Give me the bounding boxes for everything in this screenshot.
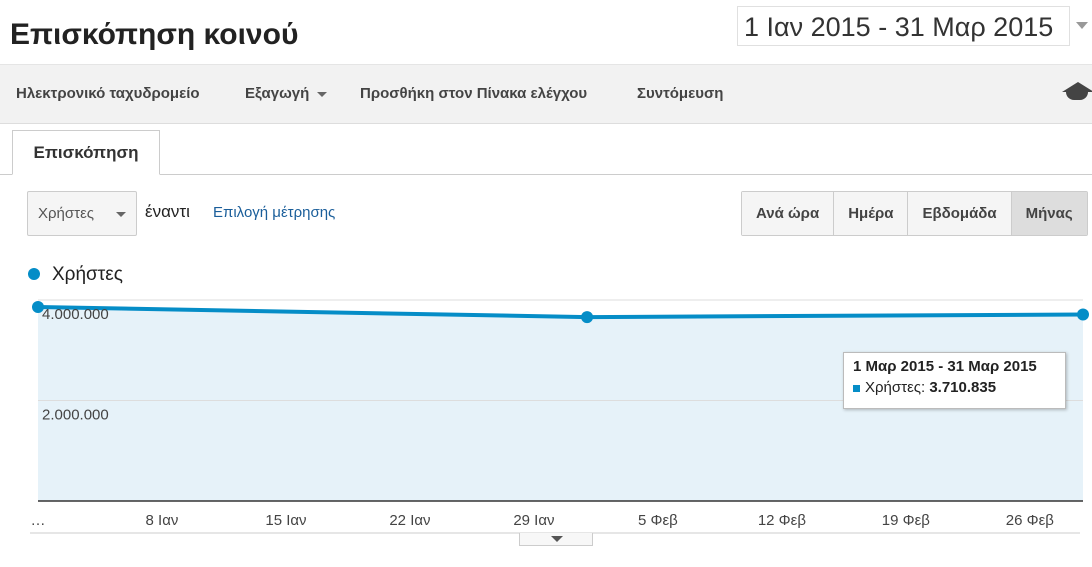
toolbar-item[interactable]: Ηλεκτρονικό ταχυδρομείο — [16, 85, 200, 102]
x-tick-label: 26 Φεβ — [1006, 512, 1055, 529]
x-tick-label: 19 Φεβ — [882, 512, 931, 529]
expand-arrow — [551, 536, 563, 542]
x-tick-label: 5 Φεβ — [638, 512, 678, 529]
toolbar: Ηλεκτρονικό ταχυδρομείο Εξαγωγή Προσθήκη… — [0, 64, 1092, 124]
period-buttons: Ανά ώρα Ημέρα Εβδομάδα Μήνας — [741, 191, 1088, 236]
help-icon-base — [1066, 92, 1088, 100]
toolbar-item-label: Εξαγωγή — [245, 85, 310, 102]
x-tick-label: 12 Φεβ — [758, 512, 807, 529]
x-tick-label: 29 Ιαν — [513, 512, 554, 529]
versus-text: έναντι — [145, 202, 190, 221]
caret — [116, 212, 126, 217]
toolbar-item[interactable]: Εξαγωγή — [245, 85, 328, 102]
tooltip: 1 Μαρ 2015 - 31 Μαρ 2015 Χρήστες: 3.710.… — [843, 352, 1066, 409]
chart: Χρήστες 2.000.000 4.000.000 … 8 Ιαν 15 Ιαν 22 … — [28, 264, 1089, 534]
date-range-arrow[interactable] — [1076, 22, 1088, 29]
expand-handle[interactable] — [519, 533, 593, 546]
choose-metric-link[interactable]: Επιλογή μέτρησης — [213, 204, 336, 221]
point — [32, 301, 44, 314]
help-icon[interactable] — [1062, 82, 1092, 92]
period-button[interactable]: Μήνας — [1010, 192, 1087, 235]
x-tick-label: 8 Ιαν — [146, 512, 179, 529]
tooltip-swatch — [853, 384, 860, 392]
toolbar-item[interactable]: Προσθήκη στον Πίνακα ελέγχου — [360, 85, 588, 102]
legend-label: Χρήστες — [52, 264, 123, 285]
date-range[interactable]: 1 Ιαν 2015 - 31 Μαρ 2015 — [737, 6, 1070, 46]
legend-marker — [28, 268, 40, 280]
tooltip-value: 3.710.835 — [929, 379, 997, 396]
tab-line — [0, 174, 1092, 175]
y-tick-label: 2.000.000 — [42, 407, 109, 424]
period-button[interactable]: Ημέρα — [833, 192, 908, 235]
point — [1077, 308, 1089, 321]
toolbar-item[interactable]: Συντόμευση — [637, 85, 724, 102]
y-tick-label: 4.000.000 — [42, 306, 109, 323]
x-tick-label: 22 Ιαν — [389, 512, 430, 529]
period-button[interactable]: Ανά ώρα — [742, 192, 834, 235]
metric-select-label: Χρήστες — [38, 205, 94, 222]
period-button[interactable]: Εβδομάδα — [907, 192, 1011, 235]
area — [38, 307, 1083, 501]
x-tick-label: 15 Ιαν — [265, 512, 306, 529]
tooltip-title: 1 Μαρ 2015 - 31 Μαρ 2015 — [853, 358, 1037, 375]
point — [581, 311, 594, 324]
tooltip-label: Χρήστες: — [865, 379, 926, 396]
x-tick-label: … — [31, 512, 46, 529]
metric-select[interactable]: Χρήστες — [27, 191, 137, 236]
page-title: Επισκόπηση κοινού — [10, 18, 299, 51]
tab[interactable]: Επισκόπηση — [12, 130, 160, 175]
caret — [317, 91, 328, 97]
